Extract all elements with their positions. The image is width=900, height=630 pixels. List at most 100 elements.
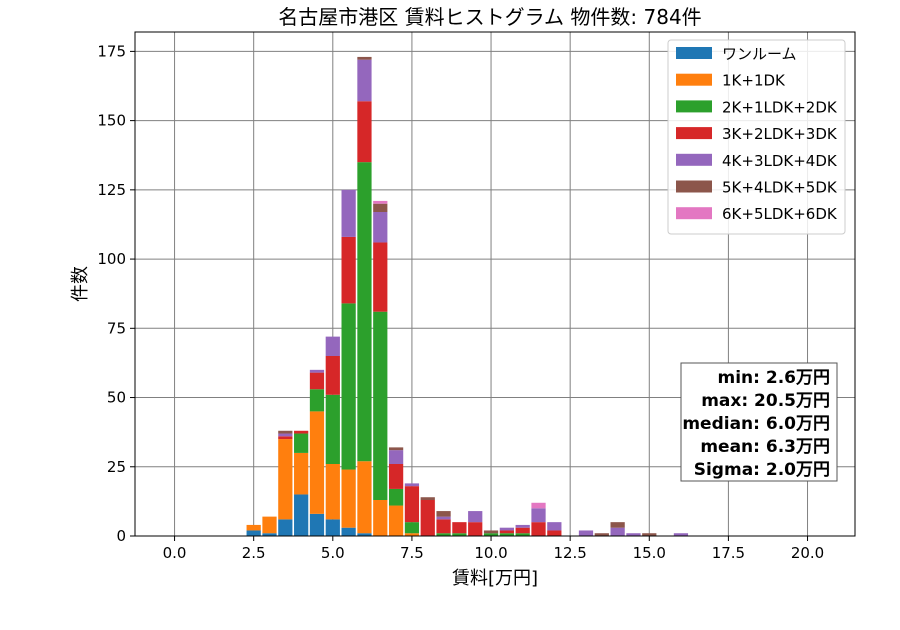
bar-segment xyxy=(436,519,451,534)
bar-segment xyxy=(309,513,325,536)
bar-segment xyxy=(278,436,293,440)
x-tick-label: 20.0 xyxy=(791,544,824,562)
bar-segment xyxy=(357,533,372,536)
bar-segment xyxy=(278,430,293,434)
bar-segment xyxy=(515,533,530,536)
bar-segment xyxy=(309,389,325,412)
bar-segment xyxy=(278,519,293,536)
x-tick-label: 2.5 xyxy=(242,544,266,562)
bar-segment xyxy=(278,433,293,437)
bar-segment xyxy=(325,356,340,395)
bar-segment xyxy=(515,527,530,534)
x-tick-label: 15.0 xyxy=(633,544,666,562)
legend-swatch xyxy=(676,100,712,113)
bar-segment xyxy=(420,497,435,500)
bar-segment xyxy=(388,447,404,451)
bar-segment xyxy=(309,369,325,373)
bar-segment xyxy=(341,303,356,470)
bar-segment xyxy=(373,500,388,536)
bar-segment xyxy=(594,533,609,536)
bar-segment xyxy=(452,522,467,534)
stat-median: median: 6.0万円 xyxy=(682,414,830,434)
y-axis-label: 件数 xyxy=(70,266,91,302)
y-tick-label: 125 xyxy=(97,181,126,199)
bar-segment xyxy=(388,488,404,506)
bar-segment xyxy=(499,527,514,531)
legend-swatch xyxy=(676,73,712,86)
bar-segment xyxy=(531,522,546,536)
bar-segment xyxy=(436,516,451,520)
bar-segment xyxy=(309,411,325,514)
bar-segment xyxy=(436,511,451,517)
plot-frame xyxy=(134,31,856,537)
bar-segment xyxy=(294,494,309,536)
bar-segment xyxy=(325,519,340,536)
bar-segment xyxy=(468,522,483,536)
bar-segment xyxy=(468,511,483,523)
bar-segment xyxy=(357,56,372,60)
bar-segment xyxy=(610,527,625,536)
bar-segment xyxy=(483,530,499,534)
bar-segment xyxy=(452,533,467,536)
legend-label: 2K+1LDK+2DK xyxy=(722,98,838,116)
stats-box: min: 2.6万円 max: 20.5万円 median: 6.0万円 mea… xyxy=(680,362,838,482)
legend-frame xyxy=(667,39,846,235)
legend-swatch xyxy=(676,180,712,193)
y-tick-label: 150 xyxy=(97,112,126,130)
bar-segment xyxy=(341,189,356,237)
bar-segment xyxy=(341,469,356,528)
bars-group xyxy=(246,56,689,536)
y-tick-label: 0 xyxy=(116,527,126,545)
bar-segment xyxy=(373,212,388,243)
legend-label: 4K+3LDK+4DK xyxy=(722,152,838,170)
x-tick-label: 5.0 xyxy=(321,544,345,562)
y-tick-label: 175 xyxy=(97,42,126,60)
stat-max: max: 20.5万円 xyxy=(701,391,830,411)
bar-segment xyxy=(578,530,594,536)
x-tick-label: 0.0 xyxy=(163,544,187,562)
legend-label: 3K+2LDK+3DK xyxy=(722,125,838,143)
bar-segment xyxy=(483,533,499,536)
bar-segment xyxy=(278,439,293,520)
bar-segment xyxy=(531,508,546,523)
bar-segment xyxy=(388,464,404,489)
bar-segment xyxy=(357,162,372,462)
legend-label: ワンルーム xyxy=(722,45,797,63)
bar-segment xyxy=(531,502,546,509)
bar-segment xyxy=(373,242,388,312)
bar-segment xyxy=(357,59,372,102)
bar-segment xyxy=(262,516,277,534)
legend-swatch xyxy=(676,47,712,59)
legend: ワンルーム 1K+1DK 2K+1LDK+2DK 3K+2LDK+3DK 4K+3LDK… xyxy=(667,39,846,235)
bar-segment xyxy=(547,530,562,536)
bar-segment xyxy=(547,522,562,531)
legend-label: 6K+5LDK+6DK xyxy=(722,205,838,223)
x-tick-label: 7.5 xyxy=(400,544,424,562)
stats-box-frame xyxy=(680,362,838,482)
axis-ticks: 0.0 2.5 5.0 7.5 10.0 12.5 15.0 17.5 20.0 0 25 50 75 1… xyxy=(97,42,824,562)
bar-segment xyxy=(673,533,689,536)
x-tick-label: 10.0 xyxy=(474,544,507,562)
bar-segment xyxy=(388,505,404,536)
legend-label: 1K+1DK xyxy=(722,72,786,90)
grid-lines xyxy=(135,32,855,537)
y-tick-label: 75 xyxy=(107,319,126,337)
bar-segment xyxy=(404,483,420,487)
stat-sigma: Sigma: 2.0万円 xyxy=(694,460,830,480)
bar-segment xyxy=(325,336,340,356)
bar-segment xyxy=(626,533,641,536)
legend-swatch xyxy=(676,127,712,140)
y-tick-label: 25 xyxy=(107,458,126,476)
y-tick-label: 100 xyxy=(97,250,126,268)
bar-segment xyxy=(499,533,514,536)
legend-label: 5K+4LDK+5DK xyxy=(722,179,838,197)
bar-segment xyxy=(357,101,372,163)
bar-segment xyxy=(388,450,404,464)
bar-segment xyxy=(341,236,356,304)
stat-min: min: 2.6万円 xyxy=(718,368,830,388)
bar-segment xyxy=(610,522,625,528)
y-tick-label: 50 xyxy=(107,389,126,407)
bar-segment xyxy=(420,500,435,536)
bar-segment xyxy=(404,522,420,534)
bar-segment xyxy=(357,461,372,534)
